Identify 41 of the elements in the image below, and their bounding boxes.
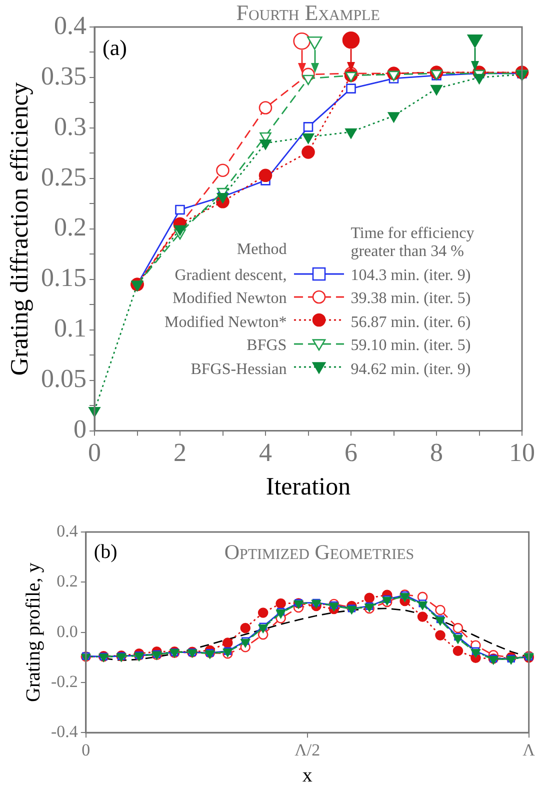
x-tick-label: Λ (522, 740, 536, 760)
x-tick-label: 2 (174, 438, 186, 468)
y-axis-title: Grating diffraction efficiency (6, 82, 34, 376)
y-tick-label: 0.35 (41, 61, 86, 90)
legend-label: Modified Newton (172, 290, 287, 309)
x-tick-label: 10 (509, 438, 535, 468)
chart-title: Fourth Example (236, 0, 380, 25)
annotation: (b) (94, 541, 118, 563)
annotation: Time for efficiency greater than 34 % (350, 224, 476, 262)
x-tick-label: 8 (430, 438, 443, 468)
annotation: 39.38 min. (iter. 5) (350, 290, 472, 309)
y-tick-label: 0.3 (54, 112, 86, 141)
x-axis-title: x (302, 764, 312, 786)
y-tick-label: -0.4 (50, 722, 78, 742)
annotation: (a) (102, 35, 127, 60)
x-tick-label: 4 (259, 438, 272, 468)
annotation: 59.10 min. (iter. 5) (350, 337, 472, 356)
annotation: 56.87 min. (iter. 6) (350, 314, 472, 332)
y-tick-label: 0.4 (54, 10, 86, 40)
chart-title: Optimized Geometries (224, 540, 414, 564)
legend-label: Modified Newton* (164, 314, 287, 332)
y-tick-label: 0.1 (54, 314, 86, 343)
y-tick-label: 0.15 (41, 263, 86, 292)
y-tick-label: 0.25 (41, 162, 86, 192)
x-axis-title: Iteration (266, 474, 352, 501)
x-tick-label: Λ/2 (294, 740, 320, 760)
y-tick-label: 0 (74, 414, 86, 444)
legend-label: BFGS (246, 337, 287, 356)
y-tick-label: 0.2 (56, 572, 78, 591)
y-tick-label: 0.0 (56, 622, 78, 641)
legend-label: BFGS-Hessian (190, 360, 287, 380)
legend-title: Method (236, 241, 287, 260)
y-tick-label: 0.4 (56, 521, 78, 540)
y-tick-label: 0.2 (54, 212, 86, 242)
annotation: 104.3 min. (iter. 9) (350, 267, 472, 286)
legend-label: Gradient descent, (174, 267, 287, 286)
y-tick-label: -0.2 (50, 672, 78, 691)
y-tick-label: 0.05 (41, 364, 86, 394)
y-axis-title: Grating profile, y (22, 562, 44, 702)
x-tick-label: 6 (344, 438, 358, 468)
annotation: 94.62 min. (iter. 9) (350, 360, 472, 380)
